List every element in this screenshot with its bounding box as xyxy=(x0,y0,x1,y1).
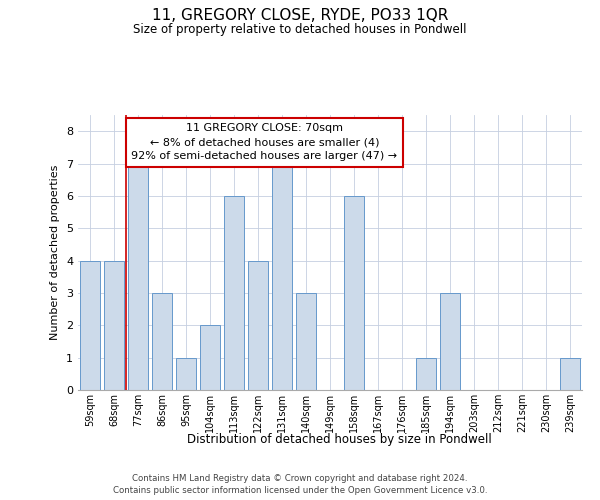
Text: Size of property relative to detached houses in Pondwell: Size of property relative to detached ho… xyxy=(133,22,467,36)
Y-axis label: Number of detached properties: Number of detached properties xyxy=(50,165,61,340)
Bar xyxy=(128,164,148,390)
Bar xyxy=(80,260,100,390)
Text: Contains HM Land Registry data © Crown copyright and database right 2024.
Contai: Contains HM Land Registry data © Crown c… xyxy=(113,474,487,495)
Bar xyxy=(416,358,436,390)
Bar xyxy=(344,196,364,390)
Text: Distribution of detached houses by size in Pondwell: Distribution of detached houses by size … xyxy=(187,432,491,446)
Bar xyxy=(176,358,196,390)
Bar xyxy=(272,164,292,390)
Text: 11 GREGORY CLOSE: 70sqm
← 8% of detached houses are smaller (4)
92% of semi-deta: 11 GREGORY CLOSE: 70sqm ← 8% of detached… xyxy=(131,123,398,161)
Bar xyxy=(200,326,220,390)
Bar xyxy=(560,358,580,390)
Bar xyxy=(104,260,124,390)
Text: 11, GREGORY CLOSE, RYDE, PO33 1QR: 11, GREGORY CLOSE, RYDE, PO33 1QR xyxy=(152,8,448,22)
Bar xyxy=(440,293,460,390)
Bar xyxy=(296,293,316,390)
Bar xyxy=(224,196,244,390)
Bar xyxy=(248,260,268,390)
Bar xyxy=(152,293,172,390)
